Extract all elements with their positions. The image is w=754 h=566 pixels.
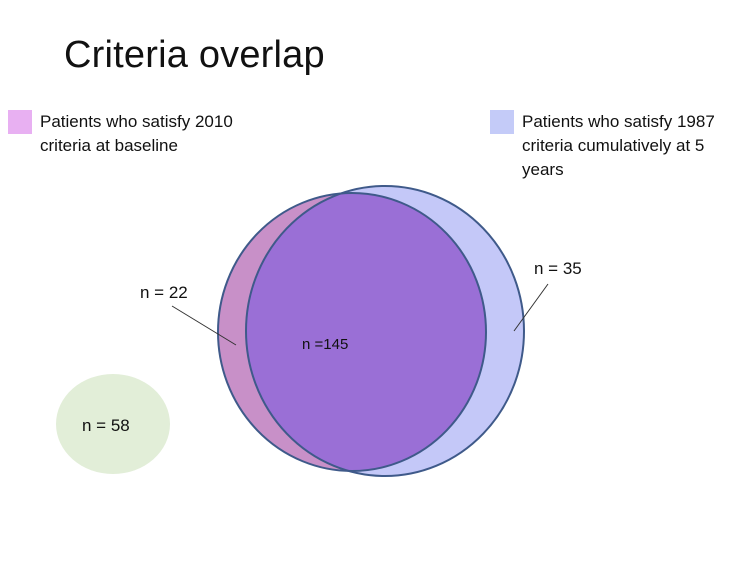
leader-line-2010 [171, 305, 237, 346]
leader-line-1987 [513, 283, 549, 332]
legend-label-line: Patients who satisfy 1987 [522, 112, 715, 131]
neither-ellipse [56, 374, 170, 474]
neither-label: n = 58 [82, 416, 130, 435]
legend-swatch-2010 [8, 110, 32, 134]
legend-label-line: years [522, 160, 564, 179]
intersection-region [246, 193, 486, 471]
only-1987-label: n = 35 [534, 259, 582, 278]
legend-item-2010: Patients who satisfy 2010 criteria at ba… [8, 110, 233, 158]
circle-1987-outline [245, 185, 525, 477]
legend-label-line: criteria cumulatively at 5 [522, 136, 705, 155]
circle-2010-outline [217, 192, 487, 472]
only-2010-label: n = 22 [140, 283, 188, 302]
both-label: n =145 [302, 336, 348, 353]
legend-item-1987: Patients who satisfy 1987 criteria cumul… [490, 110, 715, 182]
legend-label-line: criteria at baseline [40, 136, 178, 155]
legend-swatch-1987 [490, 110, 514, 134]
slide-title: Criteria overlap [64, 34, 325, 76]
legend-label-line: Patients who satisfy 2010 [40, 112, 233, 131]
